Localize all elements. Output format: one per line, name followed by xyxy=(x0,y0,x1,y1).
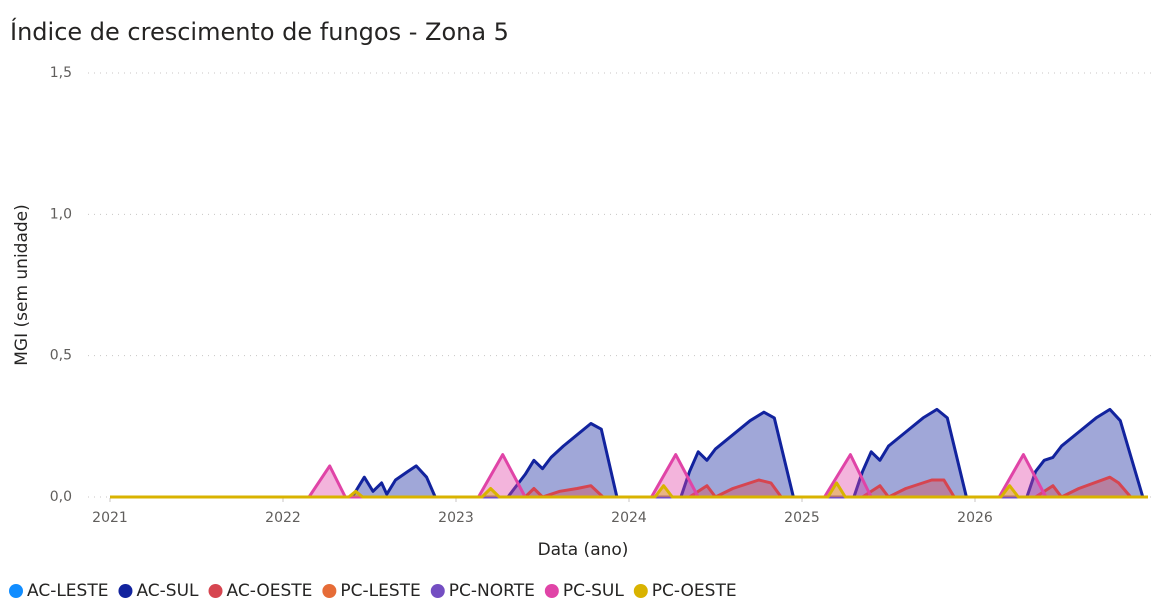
legend-label: PC-SUL xyxy=(563,581,624,601)
legend-marker xyxy=(118,584,133,598)
legend-marker xyxy=(322,584,337,598)
legend-marker xyxy=(633,584,648,598)
series-area xyxy=(110,477,1148,497)
legend-marker xyxy=(544,584,559,598)
legend-marker xyxy=(9,584,23,598)
series-area xyxy=(110,454,1148,497)
chart-title: Índice de crescimento de fungos - Zona 5 xyxy=(10,17,509,46)
x-tick-label: 2025 xyxy=(784,510,820,526)
y-tick-label: 1,5 xyxy=(50,65,72,81)
legend-label: PC-OESTE xyxy=(652,581,737,601)
x-tick-label: 2024 xyxy=(611,510,647,526)
series-area xyxy=(110,482,1148,497)
legend-label: PC-LESTE xyxy=(340,581,420,601)
legend-label: AC-SUL xyxy=(136,581,199,601)
x-tick-label: 2023 xyxy=(438,510,474,526)
y-tick-label: 0,0 xyxy=(50,489,72,505)
x-tick-label: 2022 xyxy=(265,510,301,526)
legend-label: AC-OESTE xyxy=(227,581,313,601)
series-line xyxy=(110,475,1148,499)
series-line xyxy=(110,453,1148,499)
series-line xyxy=(110,481,1148,499)
legend-label: PC-NORTE xyxy=(449,581,535,601)
series-area xyxy=(110,409,1143,497)
series-line xyxy=(110,407,1145,499)
legend-marker xyxy=(208,584,223,598)
legend-marker xyxy=(430,584,445,598)
y-axis-label: MGI (sem unidade) xyxy=(12,204,32,366)
y-tick-label: 0,5 xyxy=(50,348,72,364)
x-axis-label: Data (ano) xyxy=(538,540,629,560)
x-tick-label: 2021 xyxy=(92,510,128,526)
legend-label: AC-LESTE xyxy=(27,581,108,601)
x-tick-label: 2026 xyxy=(957,510,993,526)
y-tick-label: 1,0 xyxy=(50,206,72,222)
